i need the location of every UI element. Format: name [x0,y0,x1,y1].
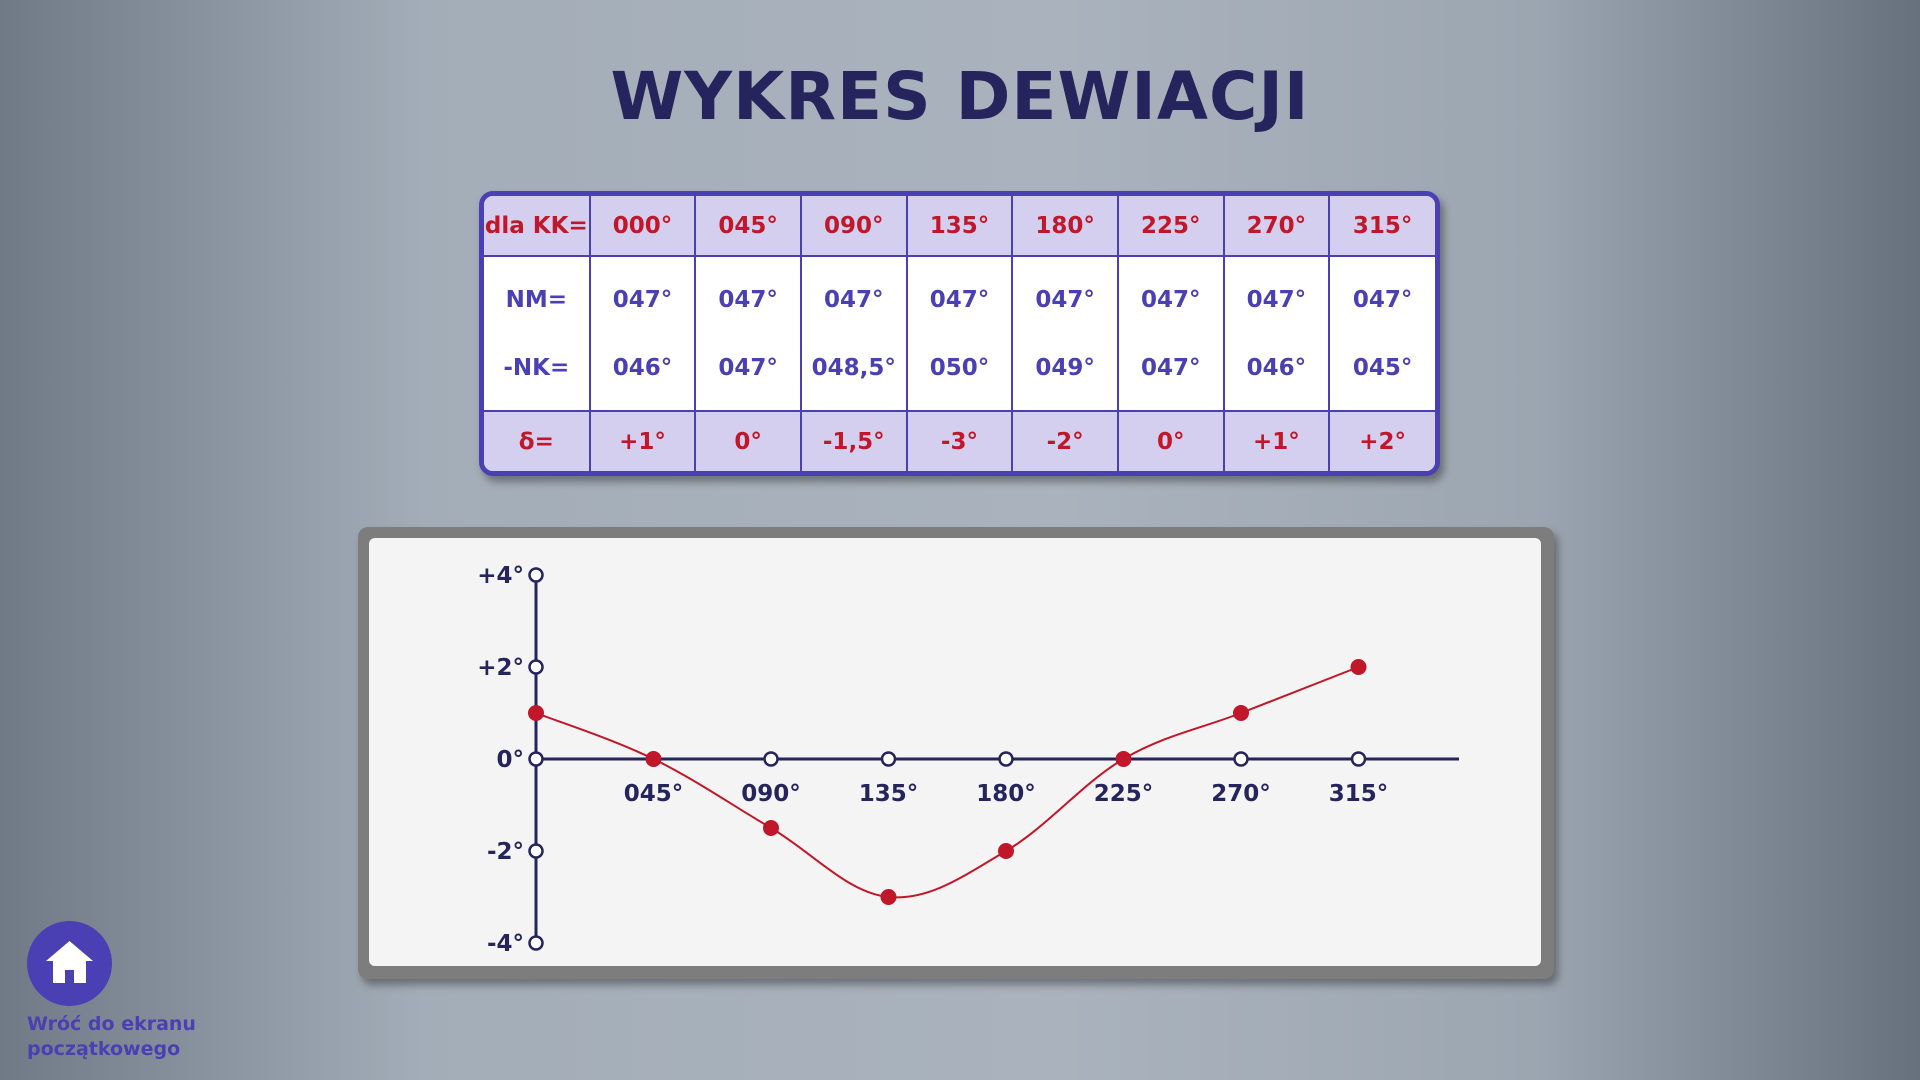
x-tick-marker [763,751,779,767]
data-point [880,889,897,905]
kk-cell: 270° [1222,196,1331,257]
nm-cell: 047° [718,286,778,313]
home-label[interactable]: Wróć do ekranu początkowego [27,1012,227,1062]
data-point [1350,659,1367,675]
y-tick-marker [528,843,544,859]
table-row-kk: dla KK= 000° 045° 090° 135° 180° 225° 27… [484,196,1435,257]
home-button[interactable] [27,921,112,1006]
x-tick-marker [1233,751,1249,767]
data-point [1115,751,1132,767]
kk-cell: 090° [799,196,908,257]
nm-cell: 047° [929,286,990,313]
kk-label: dla KK= [484,196,591,257]
table-row-delta: δ= +1° 0° -1,5° -3° -2° 0° +1° +2° [484,410,1435,471]
x-tick-label: 270° [1211,781,1271,807]
page-title: WYKRES DEWIACJI [610,58,1310,135]
x-tick-label: 225° [1094,781,1154,807]
home-label-line1: Wróć do ekranu [27,1013,196,1035]
delta-cell: +1° [588,410,697,471]
delta-cell: +2° [1328,410,1435,471]
data-point [998,843,1014,859]
deviation-chart: +4° +2° 0° -2° -4° 045° 090° 135° 180° 225° 270° 31… [477,563,1459,957]
y-tick-label: -4° [487,931,524,957]
y-tick-marker [528,751,544,767]
x-tick-label: 180° [976,781,1036,807]
nm-cell: 047° [824,286,884,313]
nk-label: -NK= [503,354,570,381]
delta-cell: -2° [1011,410,1119,471]
nm-cell: 047° [1141,286,1201,313]
nm-cell: 047° [1035,286,1095,313]
nk-cell: 045° [1352,354,1413,381]
y-tick-marker [528,567,544,583]
nk-cell: 047° [1141,354,1201,381]
delta-label: δ= [484,410,591,471]
kk-cell: 180° [1011,196,1119,257]
kk-cell: 225° [1116,196,1225,257]
kk-cell: 000° [588,196,697,257]
delta-cell: 0° [1116,410,1225,471]
x-tick-label: 090° [741,781,801,807]
x-tick-label: 135° [859,781,919,807]
data-point [528,705,544,721]
nm-cell: 047° [1246,286,1307,313]
y-tick-marker [528,935,544,951]
y-tick-label: 0° [496,747,524,773]
table-row-nm-nk: NM= -NK= 047° 046° 047° 047° 047° 048,5° 047… [484,255,1435,412]
x-tick-marker [998,751,1014,767]
nk-cell: 046° [612,354,673,381]
nk-cell: 048,5° [811,354,896,381]
nm-label: NM= [505,286,568,313]
y-tick-label: +4° [477,563,524,589]
nk-cell: 046° [1246,354,1307,381]
nk-cell: 049° [1035,354,1095,381]
y-tick-label: -2° [487,839,524,865]
chart-frame: +4° +2° 0° -2° -4° 045° 090° 135° 180° 225° 270° 31… [358,527,1554,979]
y-tick-label: +2° [477,655,524,681]
kk-cell: 045° [694,196,802,257]
series-line [535,666,1359,899]
x-tick-label: 315° [1329,781,1389,807]
x-tick-label: 045° [624,781,684,807]
delta-cell: -3° [905,410,1014,471]
data-point [763,820,779,836]
kk-cell: 315° [1328,196,1435,257]
y-tick-marker [528,659,544,675]
x-tick-marker [880,751,897,767]
delta-cell: -1,5° [799,410,908,471]
chart-panel: +4° +2° 0° -2° -4° 045° 090° 135° 180° 225° 270° 31… [369,538,1541,966]
x-tick-marker [1350,751,1367,767]
kk-cell: 135° [905,196,1014,257]
data-point [645,751,662,767]
data-point [1233,705,1249,721]
nk-cell: 047° [718,354,778,381]
nm-cell: 047° [612,286,673,313]
delta-cell: +1° [1222,410,1331,471]
nk-cell: 050° [929,354,990,381]
home-icon [46,941,93,983]
deviation-table: dla KK= 000° 045° 090° 135° 180° 225° 27… [479,191,1440,476]
delta-cell: 0° [694,410,802,471]
nm-cell: 047° [1352,286,1413,313]
home-label-line2: początkowego [27,1038,181,1060]
